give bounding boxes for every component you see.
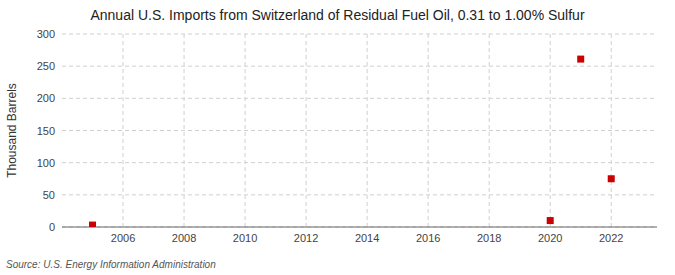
- grid: [62, 34, 657, 227]
- data-point: [577, 56, 584, 63]
- y-grid-line: [62, 227, 657, 228]
- data-point: [608, 175, 615, 182]
- chart-title: Annual U.S. Imports from Switzerland of …: [90, 7, 584, 23]
- x-tick-label: 2018: [477, 232, 501, 244]
- y-tick-label: 150: [37, 125, 55, 137]
- x-grid-line: [367, 34, 368, 227]
- x-grid-line: [428, 34, 429, 227]
- y-grid-line: [62, 194, 657, 195]
- x-grid-line: [123, 34, 124, 227]
- x-tick-label: 2020: [538, 232, 562, 244]
- y-tick-label: 0: [49, 221, 55, 233]
- source-note: Source: U.S. Energy Information Administ…: [6, 259, 216, 270]
- y-tick-label: 300: [37, 28, 55, 40]
- x-grid-line: [245, 34, 246, 227]
- x-tick-label: 2010: [233, 232, 257, 244]
- x-grid-line: [184, 34, 185, 227]
- chart-container: 2006 2008 2010 2012 2014 2016 2018 2020 2022 0 50 1…: [0, 0, 675, 275]
- background: [0, 0, 675, 275]
- data-point: [89, 222, 96, 227]
- chart-svg: 2006 2008 2010 2012 2014 2016 2018 2020 2022 0 50 1…: [0, 0, 675, 275]
- x-tick-label: 2014: [355, 232, 379, 244]
- y-grid-line: [62, 34, 657, 35]
- x-tick-label: 2006: [111, 232, 135, 244]
- y-grid-line: [62, 66, 657, 67]
- y-axis-label: Thousand Barrels: [5, 83, 19, 178]
- x-grid-line: [489, 34, 490, 227]
- x-tick-label: 2022: [599, 232, 623, 244]
- x-grid-line: [611, 34, 612, 227]
- x-tick-label: 2008: [172, 232, 196, 244]
- x-tick-label: 2012: [294, 232, 318, 244]
- y-tick-label: 100: [37, 157, 55, 169]
- axes: 2006 2008 2010 2012 2014 2016 2018 2020 2022 0 50 1…: [37, 28, 624, 244]
- y-tick-label: 250: [37, 60, 55, 72]
- data-point: [547, 217, 554, 224]
- y-tick-label: 200: [37, 92, 55, 104]
- x-grid-line: [550, 34, 551, 227]
- y-tick-label: 50: [43, 189, 55, 201]
- x-grid-line: [306, 34, 307, 227]
- y-grid-line: [62, 162, 657, 163]
- y-grid-line: [62, 130, 657, 131]
- data-points: [89, 56, 615, 227]
- x-axis-line: [62, 227, 657, 228]
- x-tick-label: 2016: [416, 232, 440, 244]
- y-grid-line: [62, 98, 657, 99]
